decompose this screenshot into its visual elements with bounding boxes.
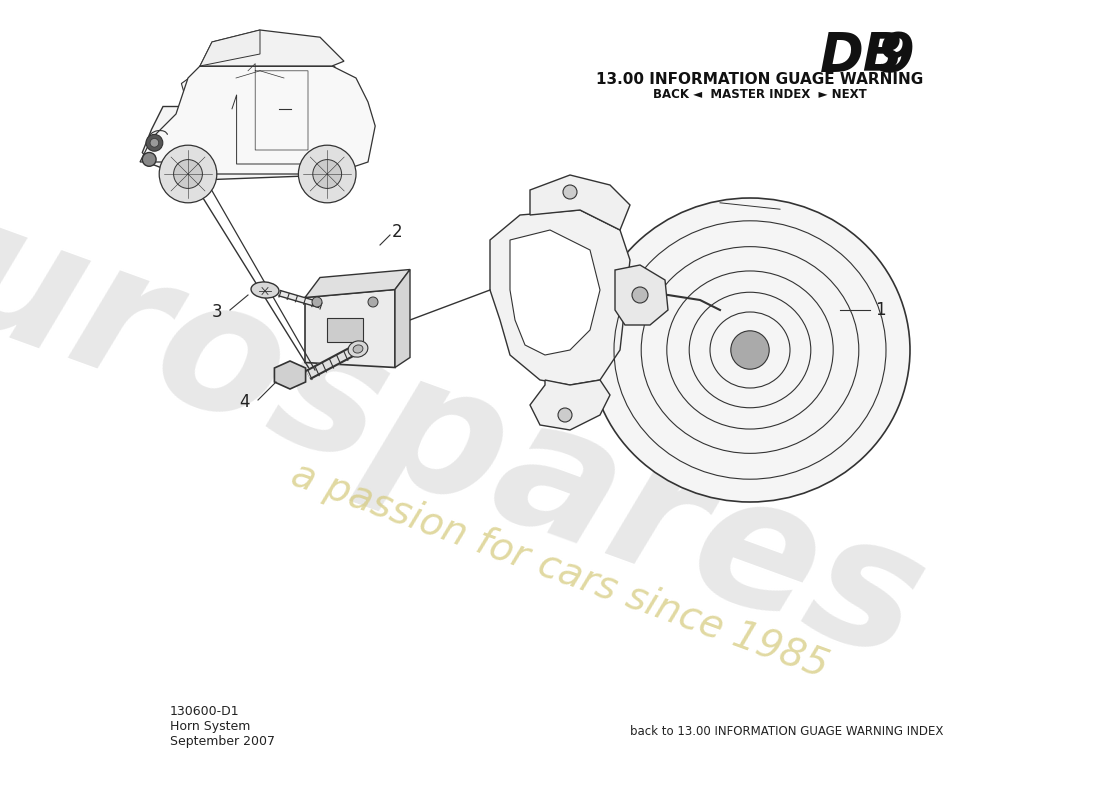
Polygon shape	[200, 30, 344, 66]
Polygon shape	[182, 67, 283, 106]
Circle shape	[312, 297, 322, 307]
Circle shape	[167, 153, 213, 198]
Ellipse shape	[251, 282, 279, 298]
Text: 9: 9	[878, 30, 915, 82]
Circle shape	[298, 146, 356, 202]
Ellipse shape	[590, 198, 910, 502]
Circle shape	[150, 138, 158, 147]
Circle shape	[301, 153, 346, 198]
Polygon shape	[615, 265, 668, 325]
Text: 1: 1	[874, 301, 886, 319]
Polygon shape	[220, 38, 312, 67]
Circle shape	[312, 159, 342, 188]
Polygon shape	[198, 38, 266, 72]
Text: Horn System: Horn System	[170, 720, 251, 733]
Circle shape	[146, 134, 163, 151]
Circle shape	[563, 185, 578, 199]
Circle shape	[179, 164, 202, 187]
Ellipse shape	[353, 345, 363, 353]
Text: a passion for cars since 1985: a passion for cars since 1985	[286, 455, 834, 685]
Text: back to 13.00 INFORMATION GUAGE WARNING INDEX: back to 13.00 INFORMATION GUAGE WARNING …	[630, 725, 944, 738]
Polygon shape	[530, 175, 630, 230]
Circle shape	[312, 164, 336, 187]
Text: BACK ◄  MASTER INDEX  ► NEXT: BACK ◄ MASTER INDEX ► NEXT	[653, 88, 867, 101]
Polygon shape	[395, 270, 410, 367]
Circle shape	[730, 331, 769, 370]
Circle shape	[142, 153, 156, 166]
Ellipse shape	[348, 341, 367, 357]
Text: 4: 4	[240, 393, 250, 411]
Circle shape	[174, 159, 202, 188]
Polygon shape	[305, 290, 395, 367]
Polygon shape	[140, 66, 375, 174]
Polygon shape	[274, 361, 306, 389]
Polygon shape	[266, 38, 336, 77]
Polygon shape	[305, 270, 410, 298]
Text: DB: DB	[820, 30, 904, 82]
Text: 3: 3	[211, 303, 222, 321]
Polygon shape	[327, 318, 363, 342]
Text: eurospares: eurospares	[0, 142, 946, 698]
Text: 130600-D1: 130600-D1	[170, 705, 240, 718]
Polygon shape	[490, 210, 630, 385]
Polygon shape	[510, 230, 600, 355]
Circle shape	[160, 146, 217, 202]
Text: 2: 2	[392, 223, 403, 241]
Circle shape	[632, 287, 648, 303]
Polygon shape	[142, 95, 365, 180]
Text: September 2007: September 2007	[170, 735, 275, 748]
Polygon shape	[530, 380, 610, 430]
Polygon shape	[200, 30, 260, 66]
Circle shape	[368, 297, 378, 307]
Text: 13.00 INFORMATION GUAGE WARNING: 13.00 INFORMATION GUAGE WARNING	[596, 72, 924, 87]
Circle shape	[558, 408, 572, 422]
